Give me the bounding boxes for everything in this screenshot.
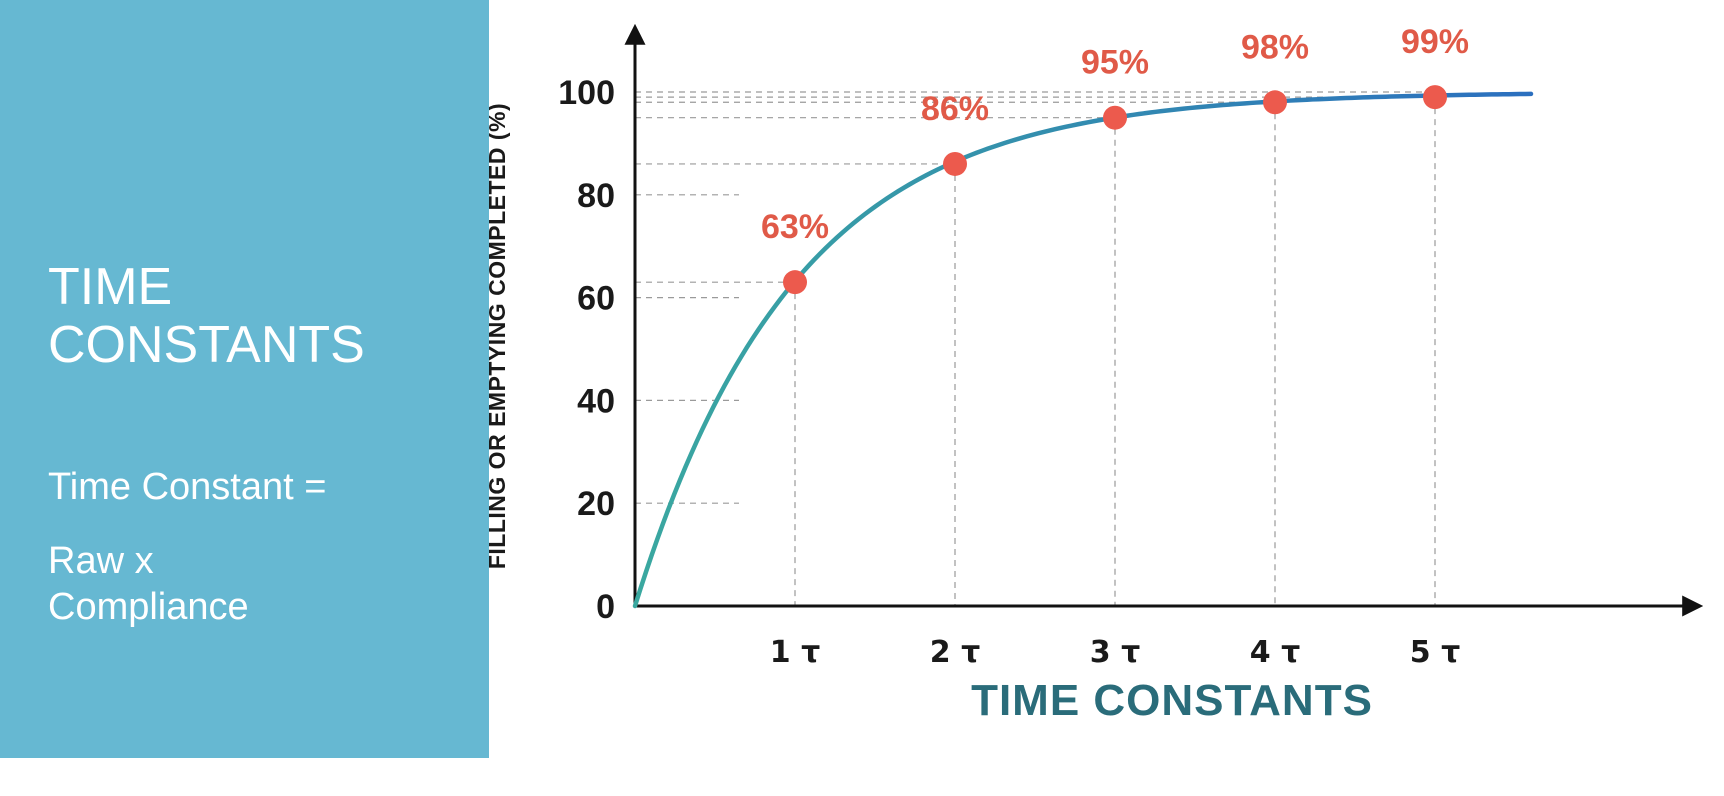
x-tick-label-4: 4 τ (1250, 635, 1300, 670)
curve-layer (632, 91, 1534, 609)
y-axis-label: FILLING OR EMPTYING COMPLETED (%) (489, 103, 510, 569)
y-tick-label-80: 80 (577, 177, 615, 215)
y-tick-label-60: 60 (577, 280, 615, 318)
data-point-2 (943, 151, 967, 176)
grid-layer (635, 91, 1436, 606)
axis-layer: 0 20 40 60 80 100 1 τ 2 τ 3 τ 4 τ 5 τ (558, 23, 1704, 670)
panel-title: TIME CONSTANTS (48, 258, 365, 374)
y-tick-label-20: 20 (577, 485, 615, 523)
data-label-3: 95% (1081, 44, 1149, 82)
y-tick-label-40: 40 (577, 382, 615, 420)
data-label-5: 99% (1401, 23, 1469, 61)
formula-line-2: Raw x Compliance (48, 540, 249, 628)
x-tick-label-3: 3 τ (1090, 635, 1140, 670)
chart-svg: 0 20 40 60 80 100 1 τ 2 τ 3 τ 4 τ 5 τ 63% 86% 95% 98%… (489, 23, 1704, 725)
points-layer (783, 85, 1447, 295)
x-axis-label: TIME CONSTANTS (971, 676, 1373, 725)
data-label-2: 86% (921, 90, 989, 128)
data-point-1 (783, 270, 807, 295)
data-point-4 (1263, 90, 1287, 115)
x-tick-label-1: 1 τ (770, 635, 820, 670)
x-tick-label-5: 5 τ (1410, 635, 1460, 670)
formula-line-1: Time Constant = (48, 466, 327, 508)
filling-curve (632, 91, 1534, 609)
data-point-5 (1423, 85, 1447, 110)
labels-layer: 63% 86% 95% 98% 99% (761, 23, 1469, 246)
data-label-1: 63% (761, 208, 829, 246)
side-panel: TIME CONSTANTS Time Constant = Raw x Com… (0, 0, 489, 758)
y-tick-label-0: 0 (596, 588, 615, 626)
x-tick-label-2: 2 τ (930, 635, 980, 670)
data-label-4: 98% (1241, 28, 1309, 66)
y-tick-label-100: 100 (558, 74, 615, 112)
time-constant-chart: 0 20 40 60 80 100 1 τ 2 τ 3 τ 4 τ 5 τ 63% 86% 95% 98%… (489, 0, 1724, 758)
data-point-3 (1103, 105, 1127, 130)
